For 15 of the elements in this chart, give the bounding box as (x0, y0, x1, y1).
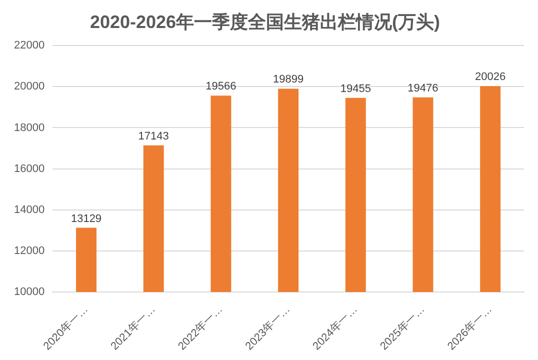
data-label: 19899 (272, 74, 304, 86)
data-label: 19476 (408, 82, 438, 94)
y-tick-label: 18000 (14, 122, 45, 134)
y-tick-label: 22000 (14, 40, 45, 52)
data-label: 17143 (138, 130, 169, 142)
data-label: 19455 (340, 82, 371, 95)
y-tick-label: 16000 (14, 162, 45, 175)
data-label: 20026 (475, 71, 506, 84)
chart-title: 2020-2026年一季度全国生猪出栏情况(万头) (90, 12, 440, 32)
data-label: 13129 (70, 212, 102, 225)
y-tick-label: 14000 (14, 204, 45, 216)
y-tick-label: 10000 (14, 286, 45, 298)
y-tick-label: 12000 (14, 244, 45, 257)
y-tick-label: 20000 (14, 80, 45, 93)
data-label: 19566 (206, 80, 236, 93)
